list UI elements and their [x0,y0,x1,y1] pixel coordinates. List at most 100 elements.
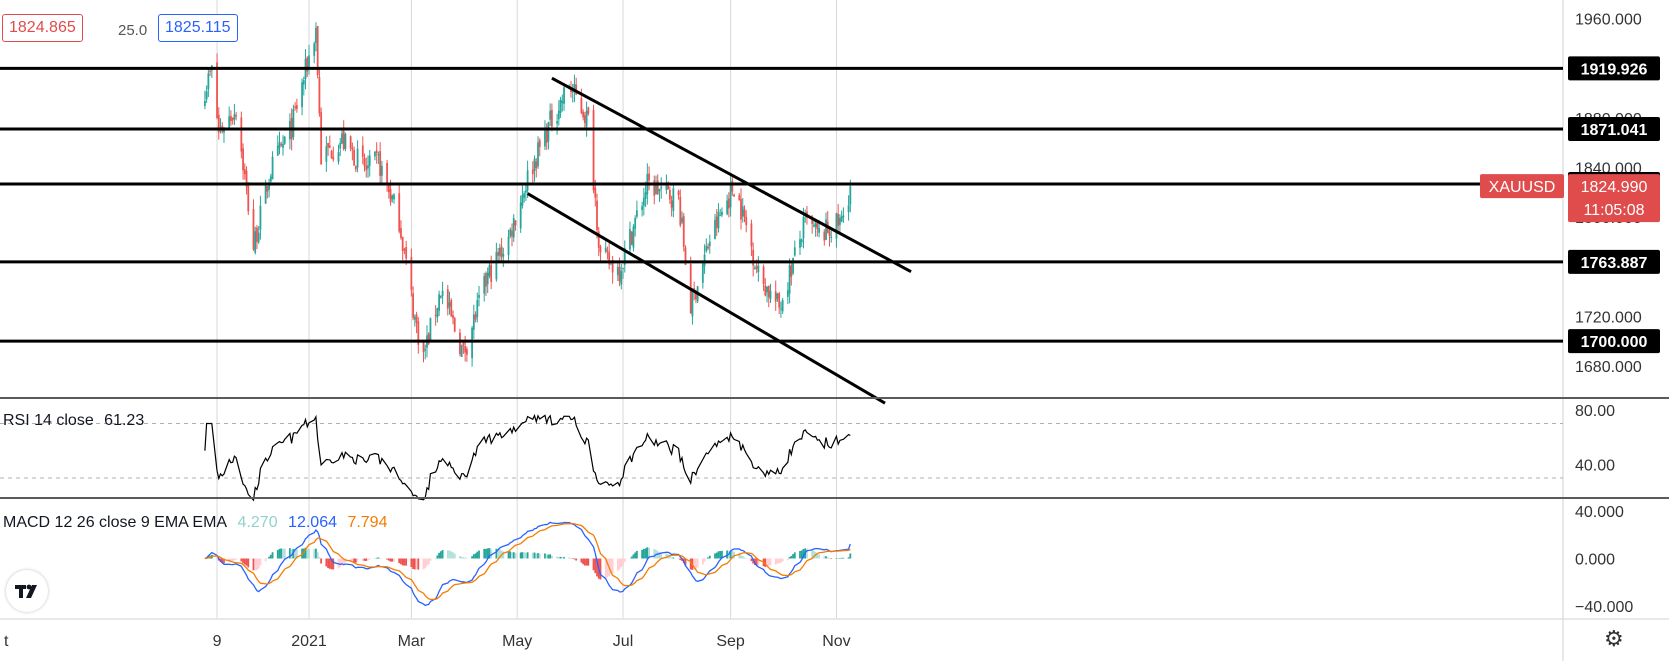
rsi-legend[interactable]: RSI 14 close 61.23 [3,412,150,430]
candle-body [276,145,279,156]
candle-body [316,26,319,75]
macd-histogram-bar [295,549,298,559]
candle-body [387,184,390,193]
candle [474,311,477,323]
candle-body [753,267,756,270]
macd-histogram-bar [531,552,534,559]
macd-histogram-bar [485,548,487,559]
candle [738,192,741,201]
candle-body [490,264,493,283]
candle-body [405,247,408,259]
candle [438,290,441,317]
level-label: 1763.887 [1581,255,1648,272]
macd-histogram-bar [292,548,295,559]
candle-body [547,122,550,142]
macd-histogram-bar [668,555,671,559]
candle [353,146,356,166]
macd-histogram-bar [708,555,711,559]
candle-body [653,180,656,196]
candle-body [511,230,513,237]
candle [391,194,394,203]
candle-body [622,267,624,269]
candle [592,104,595,194]
macd-histogram-bar [823,556,826,559]
macd-histogram-bar [259,558,262,566]
candle [217,107,220,140]
candle-body [793,247,796,256]
candle [231,117,234,125]
candle-body [374,151,376,157]
macd-histogram-bar [424,558,427,569]
macd-histogram-bar [535,553,538,559]
candle [514,220,517,231]
gear-icon[interactable]: ⚙ [1604,626,1624,651]
rsi-title: RSI 14 close [3,412,94,429]
macd-histogram-bar [512,552,515,559]
macd-histogram-bar [269,554,272,559]
macd-histogram-bar [391,558,394,562]
candle-body [535,161,538,168]
candle-body [280,144,283,146]
time-axis[interactable]: t 9 2021 Mar May Jul Sep Nov [4,633,851,650]
candle-body [365,165,368,171]
candle-body [717,211,720,229]
candle [339,138,342,157]
macd-histogram-bar [278,548,281,559]
candle-body [415,314,418,324]
macd-histogram-bar [400,558,402,565]
macd-histogram-bar [401,558,404,566]
macd-histogram-bar [230,558,232,562]
candle [597,227,600,257]
candle [682,213,685,252]
candle-body [729,183,732,208]
candle-body [320,112,323,165]
candle-body [585,110,588,127]
candle [668,186,671,204]
candle [703,244,706,274]
candle-body [495,251,498,280]
price-axis[interactable]: 1960.0001880.0001840.0001800.0001720.000… [1480,12,1660,616]
candle [361,136,364,165]
candle [660,177,663,199]
candle-body [800,239,803,243]
candle [320,107,323,165]
macd-histogram-bar [519,552,522,559]
signal-line [204,522,851,601]
trendlines[interactable] [526,76,912,405]
candle-body [750,223,753,247]
candle-body [245,170,248,187]
candle [230,110,232,126]
candle [436,307,439,323]
candle [648,166,650,191]
candle-body [727,198,730,209]
candle [799,230,801,256]
ask-price-box[interactable]: 1825.115 [158,14,238,42]
candle-body [306,57,309,72]
candle-body [283,136,286,144]
level-label: 1871.041 [1581,122,1648,139]
candle-body [472,314,475,330]
macd-histogram-bar [774,558,777,565]
macd-histogram-bar [247,558,250,568]
tradingview-logo-icon[interactable] [6,570,48,612]
macd-legend[interactable]: MACD 12 26 close 9 EMA EMA 4.270 12.064 … [3,514,393,532]
candle [441,281,444,305]
macd-histogram-bar [257,558,260,569]
macd-histogram-bar [453,553,456,559]
candle-body [764,285,767,296]
macd-histogram-bar [283,548,286,559]
macd-histogram-bar [436,555,439,559]
candle-body [656,180,659,195]
candle [776,292,779,302]
trendline [551,76,912,274]
macd-histogram-bar [474,553,477,559]
bid-price-box[interactable]: 1824.865 [2,14,83,42]
macd-histogram-bar [557,556,560,559]
candle [741,197,744,223]
candle-body [592,110,595,191]
pane-separators[interactable] [0,397,1669,620]
candle-body [573,84,576,92]
candle [679,189,682,228]
macd-histogram-bar [502,551,505,559]
